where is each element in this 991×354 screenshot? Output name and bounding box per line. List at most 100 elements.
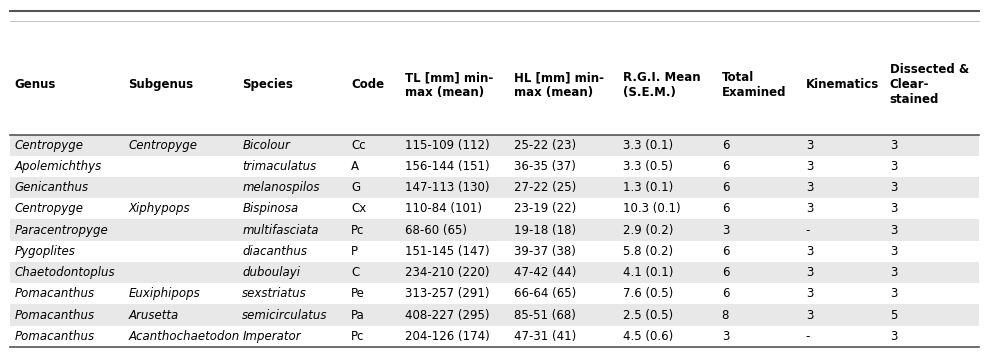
FancyBboxPatch shape bbox=[10, 219, 979, 241]
Text: 313-257 (291): 313-257 (291) bbox=[405, 287, 490, 300]
Text: Pe: Pe bbox=[351, 287, 365, 300]
Text: Acanthochaetodon: Acanthochaetodon bbox=[129, 330, 240, 343]
Text: -: - bbox=[806, 330, 811, 343]
Text: 2.5 (0.5): 2.5 (0.5) bbox=[623, 309, 673, 321]
Text: Cc: Cc bbox=[351, 139, 366, 152]
Text: 115-109 (112): 115-109 (112) bbox=[405, 139, 490, 152]
Text: 234-210 (220): 234-210 (220) bbox=[405, 266, 490, 279]
Text: 8: 8 bbox=[721, 309, 729, 321]
Text: 3: 3 bbox=[721, 330, 729, 343]
Text: 23-19 (22): 23-19 (22) bbox=[514, 202, 577, 215]
Text: Total
Examined: Total Examined bbox=[721, 71, 786, 99]
Text: trimaculatus: trimaculatus bbox=[242, 160, 316, 173]
Text: Code: Code bbox=[351, 79, 385, 91]
Text: Bispinosa: Bispinosa bbox=[242, 202, 298, 215]
Text: C: C bbox=[351, 266, 359, 279]
Text: Pc: Pc bbox=[351, 224, 365, 236]
Text: Genicanthus: Genicanthus bbox=[15, 181, 89, 194]
Text: 3.3 (0.1): 3.3 (0.1) bbox=[623, 139, 673, 152]
Text: 85-51 (68): 85-51 (68) bbox=[514, 309, 576, 321]
Text: 47-31 (41): 47-31 (41) bbox=[514, 330, 577, 343]
FancyBboxPatch shape bbox=[10, 262, 979, 283]
Text: 6: 6 bbox=[721, 139, 729, 152]
FancyBboxPatch shape bbox=[10, 326, 979, 347]
Text: multifasciata: multifasciata bbox=[242, 224, 319, 236]
Text: 39-37 (38): 39-37 (38) bbox=[514, 245, 576, 258]
Text: sexstriatus: sexstriatus bbox=[242, 287, 307, 300]
Text: 3: 3 bbox=[806, 160, 814, 173]
Text: diacanthus: diacanthus bbox=[242, 245, 307, 258]
Text: semicirculatus: semicirculatus bbox=[242, 309, 328, 321]
Text: Pa: Pa bbox=[351, 309, 365, 321]
Text: Chaetodontoplus: Chaetodontoplus bbox=[15, 266, 116, 279]
Text: melanospilos: melanospilos bbox=[242, 181, 320, 194]
Text: 3: 3 bbox=[806, 181, 814, 194]
Text: 7.6 (0.5): 7.6 (0.5) bbox=[623, 287, 673, 300]
Text: 19-18 (18): 19-18 (18) bbox=[514, 224, 576, 236]
Text: 408-227 (295): 408-227 (295) bbox=[405, 309, 490, 321]
Text: 147-113 (130): 147-113 (130) bbox=[405, 181, 490, 194]
Text: Xiphypops: Xiphypops bbox=[129, 202, 190, 215]
Text: 3: 3 bbox=[806, 245, 814, 258]
Text: Cx: Cx bbox=[351, 202, 367, 215]
Text: 68-60 (65): 68-60 (65) bbox=[405, 224, 468, 236]
Text: 3: 3 bbox=[890, 224, 897, 236]
Text: 3: 3 bbox=[806, 202, 814, 215]
Text: 3: 3 bbox=[890, 266, 897, 279]
Text: HL [mm] min-
max (mean): HL [mm] min- max (mean) bbox=[514, 71, 605, 99]
Text: Euxiphipops: Euxiphipops bbox=[129, 287, 200, 300]
FancyBboxPatch shape bbox=[10, 177, 979, 198]
Text: 47-42 (44): 47-42 (44) bbox=[514, 266, 577, 279]
Text: Genus: Genus bbox=[15, 79, 56, 91]
Text: 5.8 (0.2): 5.8 (0.2) bbox=[623, 245, 673, 258]
FancyBboxPatch shape bbox=[10, 198, 979, 219]
Text: 3: 3 bbox=[890, 202, 897, 215]
FancyBboxPatch shape bbox=[10, 241, 979, 262]
Text: 110-84 (101): 110-84 (101) bbox=[405, 202, 483, 215]
Text: Centropyge: Centropyge bbox=[129, 139, 197, 152]
Text: -: - bbox=[806, 224, 811, 236]
Text: R.G.I. Mean
(S.E.M.): R.G.I. Mean (S.E.M.) bbox=[623, 71, 701, 99]
Text: 5: 5 bbox=[890, 309, 897, 321]
Text: 1.3 (0.1): 1.3 (0.1) bbox=[623, 181, 673, 194]
Text: Pygoplites: Pygoplites bbox=[15, 245, 75, 258]
Text: Kinematics: Kinematics bbox=[806, 79, 879, 91]
Text: Arusetta: Arusetta bbox=[129, 309, 178, 321]
Text: 36-35 (37): 36-35 (37) bbox=[514, 160, 576, 173]
Text: A: A bbox=[351, 160, 359, 173]
Text: 3: 3 bbox=[721, 224, 729, 236]
FancyBboxPatch shape bbox=[10, 283, 979, 304]
Text: 25-22 (23): 25-22 (23) bbox=[514, 139, 576, 152]
FancyBboxPatch shape bbox=[10, 304, 979, 326]
Text: Centropyge: Centropyge bbox=[15, 202, 84, 215]
Text: Dissected &
Clear-
stained: Dissected & Clear- stained bbox=[890, 63, 969, 107]
Text: 4.5 (0.6): 4.5 (0.6) bbox=[623, 330, 673, 343]
FancyBboxPatch shape bbox=[10, 135, 979, 156]
Text: 27-22 (25): 27-22 (25) bbox=[514, 181, 577, 194]
Text: 3: 3 bbox=[806, 287, 814, 300]
Text: 3: 3 bbox=[890, 139, 897, 152]
Text: 6: 6 bbox=[721, 245, 729, 258]
Text: 6: 6 bbox=[721, 160, 729, 173]
Text: 4.1 (0.1): 4.1 (0.1) bbox=[623, 266, 673, 279]
Text: 3: 3 bbox=[890, 160, 897, 173]
Text: P: P bbox=[351, 245, 358, 258]
Text: Pomacanthus: Pomacanthus bbox=[15, 330, 95, 343]
Text: Pc: Pc bbox=[351, 330, 365, 343]
Text: duboulayi: duboulayi bbox=[242, 266, 300, 279]
FancyBboxPatch shape bbox=[10, 156, 979, 177]
Text: Subgenus: Subgenus bbox=[129, 79, 193, 91]
Text: 204-126 (174): 204-126 (174) bbox=[405, 330, 491, 343]
Text: Bicolour: Bicolour bbox=[242, 139, 290, 152]
Text: 151-145 (147): 151-145 (147) bbox=[405, 245, 490, 258]
Text: 10.3 (0.1): 10.3 (0.1) bbox=[623, 202, 681, 215]
Text: Pomacanthus: Pomacanthus bbox=[15, 287, 95, 300]
Text: Species: Species bbox=[242, 79, 293, 91]
Text: Apolemichthys: Apolemichthys bbox=[15, 160, 102, 173]
Text: TL [mm] min-
max (mean): TL [mm] min- max (mean) bbox=[405, 71, 494, 99]
Text: 3: 3 bbox=[806, 139, 814, 152]
Text: 66-64 (65): 66-64 (65) bbox=[514, 287, 577, 300]
Text: Centropyge: Centropyge bbox=[15, 139, 84, 152]
Text: 3.3 (0.5): 3.3 (0.5) bbox=[623, 160, 673, 173]
Text: 6: 6 bbox=[721, 287, 729, 300]
